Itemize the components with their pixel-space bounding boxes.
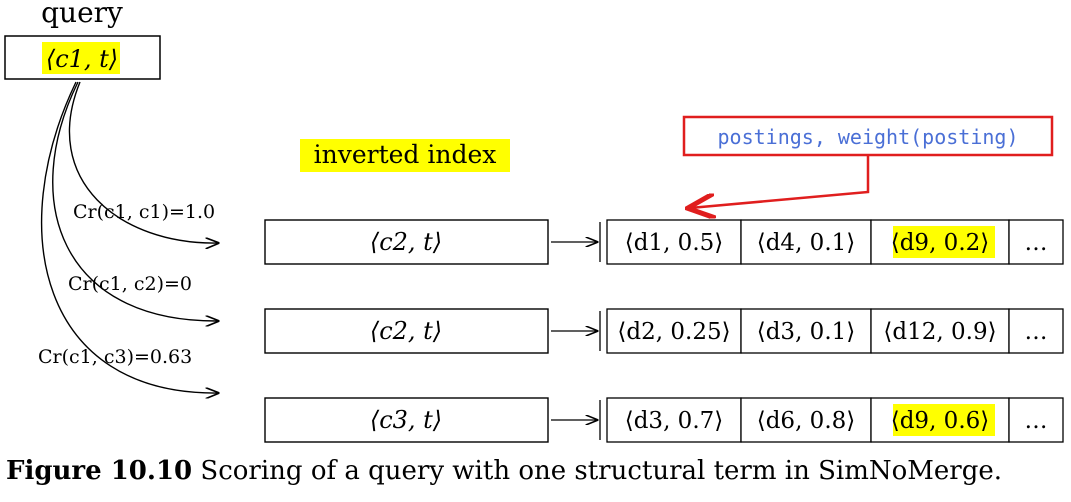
term-label: ⟨c2, t⟩ xyxy=(370,317,442,345)
figure-number: Figure 10.10 xyxy=(6,456,193,486)
similarity-label-3: Cr(c1, c3)=0.63 xyxy=(38,346,192,368)
posting-label: ⟨d3, 0.1⟩ xyxy=(757,319,856,345)
posting-label: … xyxy=(1025,408,1048,434)
figure-caption: Figure 10.10 Scoring of a query with one… xyxy=(6,456,1002,486)
annotation-text: postings, weight(posting) xyxy=(717,125,1018,149)
posting-label: ⟨d9, 0.6⟩ xyxy=(891,408,990,434)
term-box xyxy=(264,219,549,265)
inverted-index-label: inverted index xyxy=(314,140,497,169)
similarity-curve-2 xyxy=(52,81,218,321)
posting-cell xyxy=(740,219,872,265)
posting-cell xyxy=(870,308,1010,354)
similarity-curve-3 xyxy=(40,81,218,393)
query-term-highlight xyxy=(42,42,120,74)
query-term: ⟨c1, t⟩ xyxy=(46,45,118,73)
posting-highlight xyxy=(893,226,995,258)
posting-label: … xyxy=(1025,230,1048,256)
posting-cell xyxy=(1008,219,1064,265)
posting-cell xyxy=(606,219,742,265)
term-label: ⟨c3, t⟩ xyxy=(370,406,442,434)
inverted-index-highlight xyxy=(300,139,510,172)
scoring-diagram: query ⟨c1, t⟩ Cr(c1, c1)=1.0 Cr(c1, c2)=… xyxy=(4,0,1064,443)
posting-cell xyxy=(1008,308,1064,354)
similarity-label-2: Cr(c1, c2)=0 xyxy=(68,273,192,295)
posting-label: ⟨d9, 0.2⟩ xyxy=(891,230,990,256)
posting-cell xyxy=(740,397,872,443)
posting-label: ⟨d12, 0.9⟩ xyxy=(883,319,996,345)
posting-label: ⟨d2, 0.25⟩ xyxy=(617,319,730,345)
figure-caption-text: Scoring of a query with one structural t… xyxy=(200,456,1003,486)
similarity-label-1: Cr(c1, c1)=1.0 xyxy=(73,201,215,223)
posting-label: ⟨d4, 0.1⟩ xyxy=(757,230,856,256)
posting-cell xyxy=(606,397,742,443)
term-label: ⟨c2, t⟩ xyxy=(370,228,442,256)
similarity-curve-1 xyxy=(68,81,218,243)
posting-cell xyxy=(1008,397,1064,443)
term-box xyxy=(264,308,549,354)
posting-label: … xyxy=(1025,319,1048,345)
posting-label: ⟨d3, 0.7⟩ xyxy=(625,408,724,434)
posting-label: ⟨d6, 0.8⟩ xyxy=(757,408,856,434)
query-label: query xyxy=(41,0,123,29)
posting-cell xyxy=(606,308,742,354)
posting-cell xyxy=(740,308,872,354)
posting-label: ⟨d1, 0.5⟩ xyxy=(625,230,724,256)
term-box xyxy=(264,397,549,443)
annotation-arrow xyxy=(690,155,870,208)
posting-highlight xyxy=(893,404,995,436)
